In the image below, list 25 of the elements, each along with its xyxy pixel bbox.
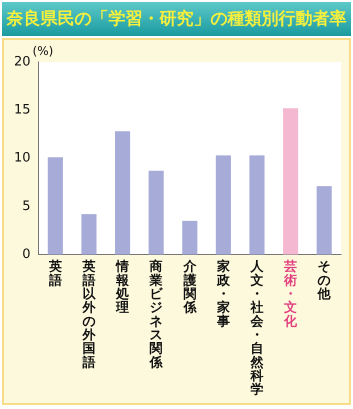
bar (114, 131, 130, 254)
bar (182, 220, 198, 254)
category-label: 人文・社会・自然科学 (250, 260, 264, 398)
bar (81, 214, 97, 254)
x-tick-label: 英語以外の外国語 (81, 260, 96, 370)
y-tick-label: 0 (22, 246, 31, 262)
y-axis-title: (%) (32, 44, 54, 58)
x-tick-label: 情報処理 (115, 260, 130, 316)
y-tick-label: 5 (22, 198, 31, 214)
bar (283, 108, 298, 254)
x-tick-label: 英語 (48, 260, 62, 288)
x-tick-label: 商業ビジネス関係 (148, 258, 164, 370)
y-tick-label: 20 (14, 54, 31, 70)
y-tick-label: 15 (14, 102, 31, 118)
chart-title: 奈良県民の「学習・研究」の種類別行動者率 (2, 2, 351, 36)
x-tick-label: 芸術・文化 (283, 260, 298, 330)
bar (216, 155, 231, 254)
bar (148, 170, 164, 254)
bar (48, 157, 63, 254)
x-tick-label: 介護関係 (182, 260, 198, 316)
x-tick-label: 家政・家事 (216, 258, 231, 330)
y-tick-label: 10 (14, 150, 31, 166)
x-tick-label: その他 (316, 260, 332, 302)
bar (316, 186, 332, 254)
bar (249, 155, 265, 254)
